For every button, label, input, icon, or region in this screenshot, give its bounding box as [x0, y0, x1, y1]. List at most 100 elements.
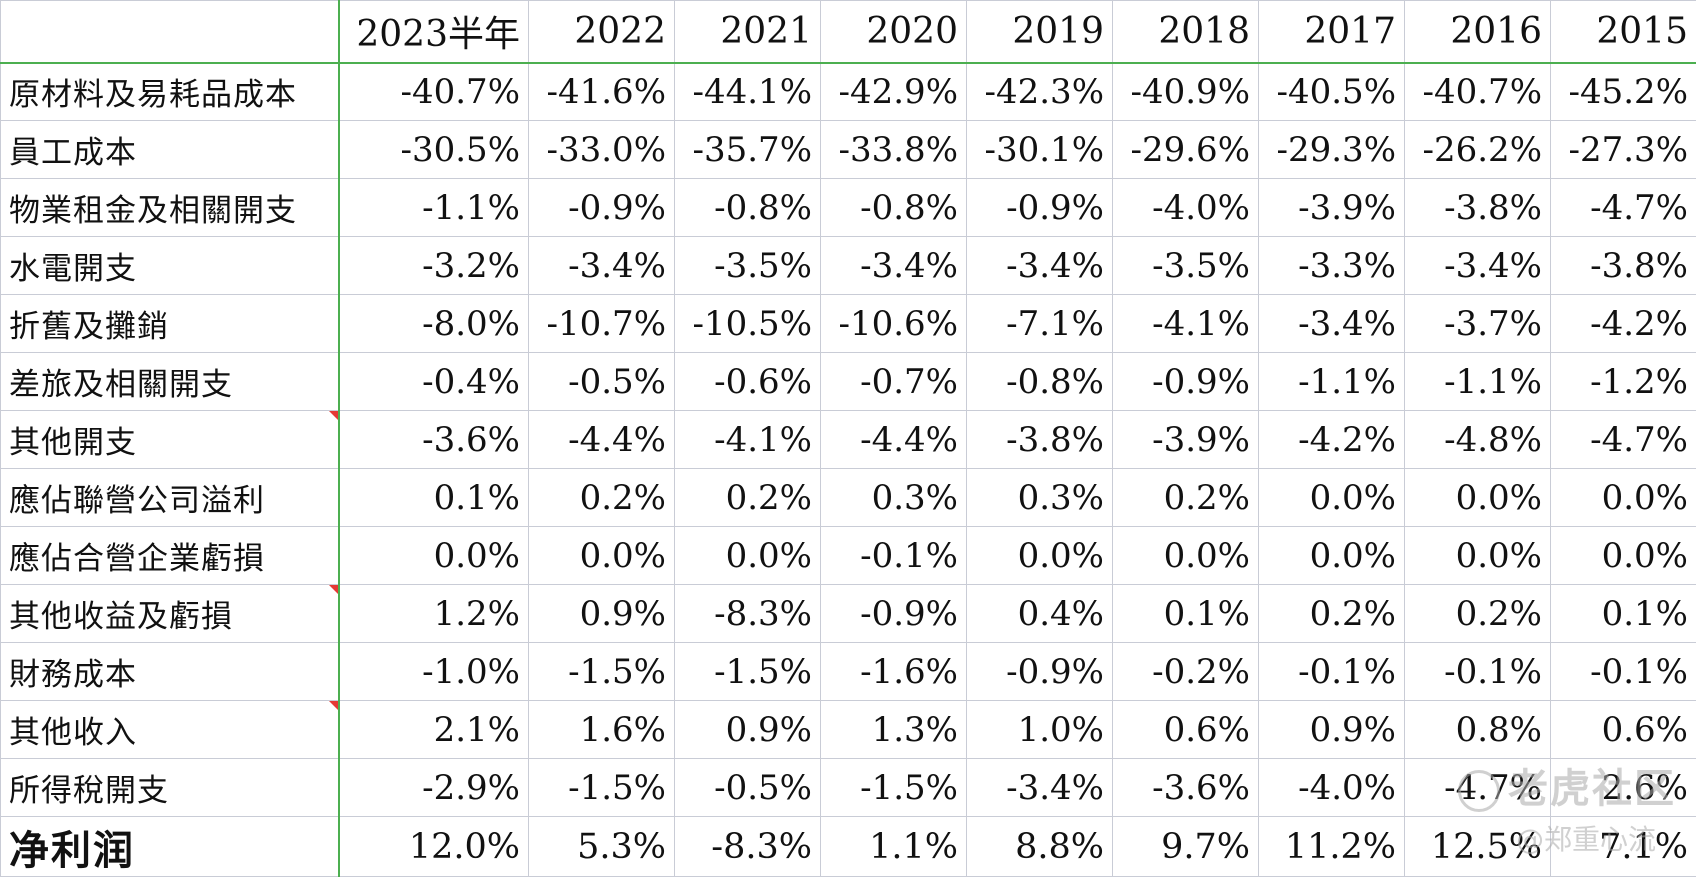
value-cell[interactable]: 0.4%	[966, 584, 1113, 643]
header-year-cell[interactable]: 2021	[674, 0, 821, 64]
value-cell[interactable]: -3.4%	[1258, 294, 1405, 353]
value-cell[interactable]: -3.9%	[1258, 178, 1405, 237]
value-cell[interactable]: 7.1%	[1550, 816, 1696, 877]
value-cell[interactable]: -3.4%	[1404, 236, 1551, 295]
value-cell[interactable]: 0.2%	[674, 468, 821, 527]
value-cell[interactable]: -1.5%	[820, 758, 967, 817]
value-cell[interactable]: 2.1%	[338, 700, 529, 759]
header-year-cell[interactable]: 2022	[528, 0, 675, 64]
value-cell[interactable]: -4.1%	[1112, 294, 1259, 353]
value-cell[interactable]: -8.3%	[674, 584, 821, 643]
value-cell[interactable]: 9.7%	[1112, 816, 1259, 877]
value-cell[interactable]: -35.7%	[674, 120, 821, 179]
value-cell[interactable]: -10.5%	[674, 294, 821, 353]
value-cell[interactable]: -1.1%	[1404, 352, 1551, 411]
value-cell[interactable]: 12.5%	[1404, 816, 1551, 877]
value-cell[interactable]: -3.6%	[1112, 758, 1259, 817]
value-cell[interactable]: -4.2%	[1550, 294, 1696, 353]
value-cell[interactable]: -40.7%	[1404, 62, 1551, 121]
value-cell[interactable]: -3.8%	[1550, 236, 1696, 295]
value-cell[interactable]: 0.0%	[1258, 468, 1405, 527]
value-cell[interactable]: 0.1%	[1112, 584, 1259, 643]
value-cell[interactable]: -42.3%	[966, 62, 1113, 121]
value-cell[interactable]: -4.7%	[1550, 178, 1696, 237]
row-label-cell[interactable]: 差旅及相關開支	[0, 352, 340, 411]
value-cell[interactable]: -33.8%	[820, 120, 967, 179]
value-cell[interactable]: 0.0%	[1404, 468, 1551, 527]
value-cell[interactable]: -3.4%	[820, 236, 967, 295]
value-cell[interactable]: 1.3%	[820, 700, 967, 759]
header-year-cell[interactable]: 2017	[1258, 0, 1405, 64]
value-cell[interactable]: -3.4%	[966, 236, 1113, 295]
value-cell[interactable]: -0.1%	[1550, 642, 1696, 701]
value-cell[interactable]: -0.8%	[820, 178, 967, 237]
row-label-cell[interactable]: 應佔聯營公司溢利	[0, 468, 340, 527]
comment-indicator-icon[interactable]	[328, 585, 337, 594]
value-cell[interactable]: 0.2%	[1112, 468, 1259, 527]
value-cell[interactable]: -4.4%	[528, 410, 675, 469]
corner-cell[interactable]	[0, 0, 340, 64]
value-cell[interactable]: -3.2%	[338, 236, 529, 295]
value-cell[interactable]: -1.1%	[338, 178, 529, 237]
value-cell[interactable]: -0.9%	[966, 178, 1113, 237]
value-cell[interactable]: -44.1%	[674, 62, 821, 121]
value-cell[interactable]: 1.6%	[528, 700, 675, 759]
value-cell[interactable]: 1.1%	[820, 816, 967, 877]
value-cell[interactable]: -1.0%	[338, 642, 529, 701]
value-cell[interactable]: 12.0%	[338, 816, 529, 877]
value-cell[interactable]: -33.0%	[528, 120, 675, 179]
value-cell[interactable]: 1.2%	[338, 584, 529, 643]
row-label-cell[interactable]: 財務成本	[0, 642, 340, 701]
value-cell[interactable]: -40.5%	[1258, 62, 1405, 121]
value-cell[interactable]: -0.1%	[1258, 642, 1405, 701]
value-cell[interactable]: -29.6%	[1112, 120, 1259, 179]
row-label-cell[interactable]: 其他收入	[0, 700, 340, 759]
header-year-cell[interactable]: 2016	[1404, 0, 1551, 64]
value-cell[interactable]: 0.3%	[966, 468, 1113, 527]
value-cell[interactable]: -0.7%	[820, 352, 967, 411]
value-cell[interactable]: 0.9%	[528, 584, 675, 643]
row-label-cell[interactable]: 員工成本	[0, 120, 340, 179]
value-cell[interactable]: 0.0%	[674, 526, 821, 585]
value-cell[interactable]: 0.8%	[1404, 700, 1551, 759]
value-cell[interactable]: -1.5%	[528, 642, 675, 701]
value-cell[interactable]: -0.9%	[966, 642, 1113, 701]
row-label-cell[interactable]: 其他收益及虧損	[0, 584, 340, 643]
value-cell[interactable]: -4.7%	[1404, 758, 1551, 817]
row-label-cell[interactable]: 水電開支	[0, 236, 340, 295]
row-label-cell[interactable]: 應佔合營企業虧損	[0, 526, 340, 585]
value-cell[interactable]: -4.7%	[1550, 410, 1696, 469]
value-cell[interactable]: 0.0%	[966, 526, 1113, 585]
value-cell[interactable]: -40.9%	[1112, 62, 1259, 121]
value-cell[interactable]: -27.3%	[1550, 120, 1696, 179]
value-cell[interactable]: 0.2%	[1258, 584, 1405, 643]
value-cell[interactable]: 0.6%	[1112, 700, 1259, 759]
value-cell[interactable]: -1.1%	[1258, 352, 1405, 411]
value-cell[interactable]: -3.8%	[966, 410, 1113, 469]
value-cell[interactable]: -3.5%	[1112, 236, 1259, 295]
value-cell[interactable]: -4.1%	[674, 410, 821, 469]
value-cell[interactable]: -0.9%	[820, 584, 967, 643]
value-cell[interactable]: -0.6%	[674, 352, 821, 411]
header-year-cell[interactable]: 2020	[820, 0, 967, 64]
value-cell[interactable]: -0.2%	[1112, 642, 1259, 701]
value-cell[interactable]: -30.5%	[338, 120, 529, 179]
value-cell[interactable]: -1.2%	[1550, 352, 1696, 411]
value-cell[interactable]: -4.0%	[1258, 758, 1405, 817]
value-cell[interactable]: -4.2%	[1258, 410, 1405, 469]
row-label-cell[interactable]: 原材料及易耗品成本	[0, 62, 340, 121]
row-label-cell[interactable]: 其他開支	[0, 410, 340, 469]
header-year-cell[interactable]: 2019	[966, 0, 1113, 64]
value-cell[interactable]: -3.3%	[1258, 236, 1405, 295]
value-cell[interactable]: -40.7%	[338, 62, 529, 121]
value-cell[interactable]: -8.3%	[674, 816, 821, 877]
header-year-cell[interactable]: 2018	[1112, 0, 1259, 64]
value-cell[interactable]: -3.6%	[338, 410, 529, 469]
value-cell[interactable]: 0.1%	[338, 468, 529, 527]
value-cell[interactable]: -3.7%	[1404, 294, 1551, 353]
value-cell[interactable]: 0.6%	[1550, 700, 1696, 759]
value-cell[interactable]: -4.4%	[820, 410, 967, 469]
value-cell[interactable]: 0.2%	[528, 468, 675, 527]
value-cell[interactable]: -7.1%	[966, 294, 1113, 353]
value-cell[interactable]: -45.2%	[1550, 62, 1696, 121]
